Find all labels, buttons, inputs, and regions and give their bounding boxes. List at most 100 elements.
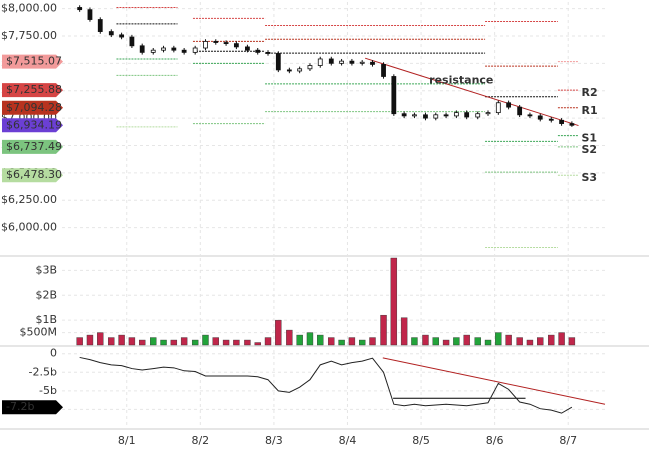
y-tick-label: $2B [35,288,57,301]
candle-body [423,114,428,119]
candle-body [391,76,397,115]
volume-bar [76,337,83,346]
y-tick-label: $3B [35,263,57,276]
candle-body [412,114,417,117]
level-name: S3 [582,171,598,184]
y-tick-label: -2.5b [29,365,57,378]
x-tick-label: 8/4 [339,434,357,447]
volume-bar [422,334,429,346]
candle-body [97,19,103,32]
volume-bar [505,334,512,346]
x-tick-label: 8/3 [265,434,283,447]
volume-bar [484,339,492,346]
candle-body [381,64,386,77]
volume-bar [380,314,387,346]
volume-bar [348,337,356,346]
trend-line [382,357,606,405]
volume-bar [317,334,324,346]
volume-bar [568,337,576,346]
trend-line [364,57,579,127]
candle-body [255,49,261,53]
candle-body [370,61,375,65]
price-tag [2,83,63,98]
candle-body [433,114,439,119]
volume-bar [264,337,272,346]
candle-body [537,115,543,120]
price-tag-label: $6,934.19 [6,118,62,131]
candle-body [569,123,575,126]
candle-body [495,102,501,114]
x-tick-label: 8/1 [118,434,136,447]
volume-bar [558,332,565,346]
volume-bar [548,334,555,346]
volume-bar [170,339,178,346]
volume-bar [526,339,534,346]
volume-bar [118,334,125,346]
volume-bar [286,329,293,346]
candle-body [129,36,135,47]
candle-body [506,102,512,108]
price-tag [2,118,63,133]
candle-body [213,41,219,43]
volume-bar [453,337,460,346]
price-tag-label: $7,094.28 [6,101,62,114]
level-name: S1 [582,132,598,145]
volume-bar [180,337,188,346]
candle-body [139,45,145,53]
candle-body [233,43,239,48]
candle-body [171,47,177,51]
candle-body [87,9,93,20]
candle-body [443,114,449,117]
volume-bar [97,332,104,346]
candle-body [203,41,208,49]
x-tick-label: 8/2 [191,434,209,447]
candle-body [119,34,124,38]
y-tick-label: -5b [39,384,57,397]
candle-body [527,114,533,117]
price-tag [2,54,63,69]
volume-bar [138,339,146,346]
volume-bar [369,337,376,346]
volume-bar [233,339,240,346]
volume-bar [442,339,450,346]
volume-bar [160,339,167,346]
volume-bar [358,339,366,346]
candle-body [359,61,365,64]
candle-body [265,51,271,54]
candle-body [181,49,187,53]
price-tag-label: $6,478.30 [6,168,62,181]
candle-body [297,68,303,72]
x-tick-label: 8/5 [412,434,430,447]
candle-body [245,46,250,51]
level-name: R2 [582,86,598,99]
candle-body [475,113,481,118]
candle-body [349,60,355,64]
candle-body [548,118,554,121]
candle-body [223,42,229,45]
volume-bar [328,337,335,346]
candle-body [275,53,281,71]
volume-bar [275,319,282,346]
candle-body [192,47,198,53]
y-tick-label: 0 [50,347,57,360]
price-tag-label: -7.2b [6,400,34,413]
y-tick-label: $8,000.00 [1,2,57,15]
y-tick-label: $7,750.00 [1,29,57,42]
volume-bar [306,332,314,346]
candle-body [161,47,166,51]
price-tag-label: $6,737.49 [6,140,62,153]
candle-body [559,119,564,124]
volume-bar [516,337,523,346]
candle-body [286,69,292,72]
candle-body [453,112,459,117]
price-tag [2,139,63,154]
y-tick-label: $6,250.00 [1,193,57,206]
candle-body [485,112,491,115]
level-name: R1 [582,104,598,117]
y-tick-label: $6,000.00 [1,221,57,234]
y-tick-label: $1B [35,313,57,326]
level-name: S2 [582,143,598,156]
indicator-line [79,356,573,414]
volume-bar [463,334,470,346]
